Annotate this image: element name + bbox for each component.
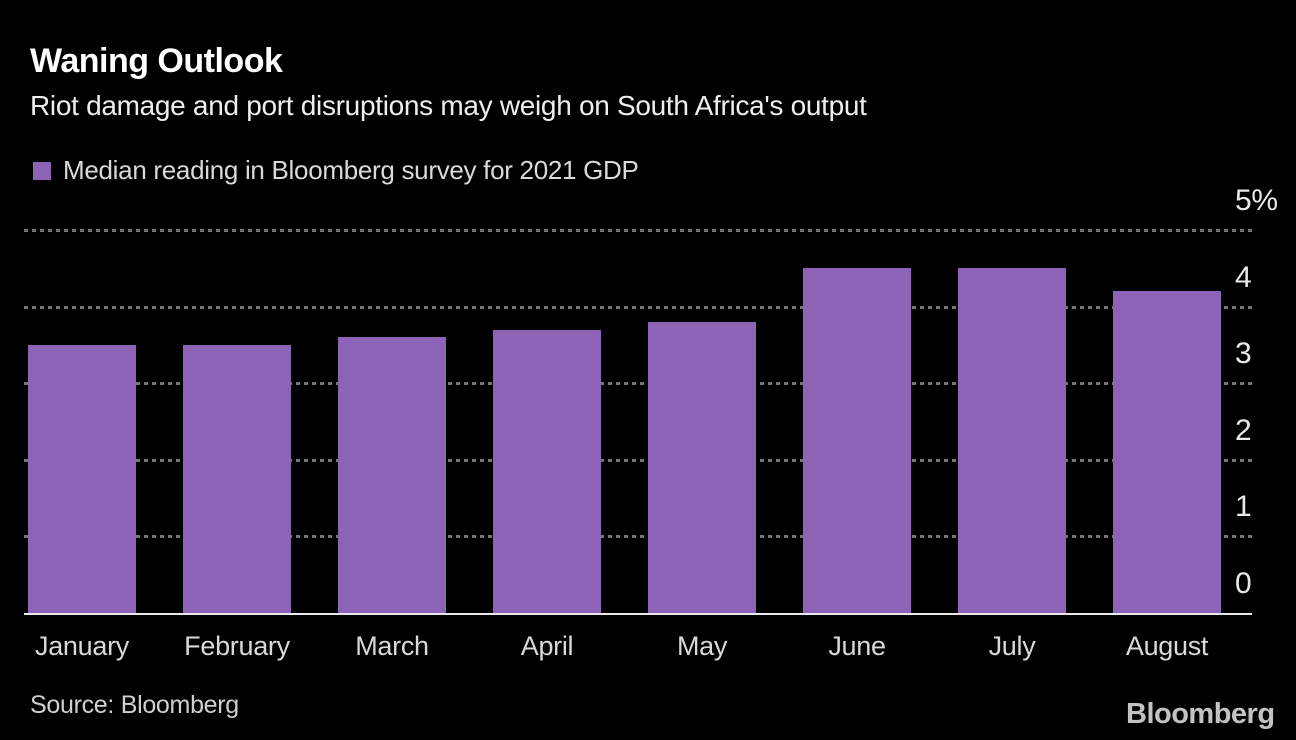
gridline-4: [24, 306, 1252, 309]
x-tick-label-august: August: [1125, 631, 1209, 661]
bar-january: [28, 345, 136, 613]
legend-swatch-icon: [33, 161, 51, 180]
gridline-2: [24, 459, 1252, 462]
gridline-3: [24, 382, 1252, 385]
bar-april: [493, 330, 601, 613]
gridline-1: [24, 535, 1252, 538]
bar-february: [183, 345, 291, 613]
y-tick-label-4: 4: [1235, 261, 1252, 294]
y-tick-label-5: 5%: [1235, 184, 1278, 217]
x-axis-line: [24, 613, 1252, 615]
gridline-5: [24, 229, 1252, 232]
bloomberg-logo: Bloomberg: [1126, 698, 1275, 730]
bar-july: [958, 268, 1066, 613]
y-tick-label-2: 2: [1235, 414, 1252, 447]
bar-march: [338, 337, 446, 613]
x-tick-label-june: June: [828, 631, 886, 661]
x-tick-label-april: April: [520, 631, 574, 661]
x-tick-label-may: May: [676, 631, 728, 661]
bar-june: [803, 268, 911, 613]
bar-august: [1113, 291, 1221, 613]
y-tick-label-3: 3: [1235, 337, 1252, 370]
x-tick-label-february: February: [184, 631, 290, 661]
x-tick-label-january: January: [35, 631, 129, 661]
y-tick-label-0: 0: [1235, 567, 1252, 600]
x-tick-label-july: July: [988, 631, 1036, 661]
x-tick-label-march: March: [355, 631, 429, 661]
bar-may: [648, 322, 756, 613]
page-title: Waning Outlook: [30, 42, 283, 80]
legend-label: Median reading in Bloomberg survey for 2…: [63, 155, 639, 185]
y-tick-label-1: 1: [1235, 490, 1252, 523]
legend: Median reading in Bloomberg survey for 2…: [33, 155, 639, 186]
page-subtitle: Riot damage and port disruptions may wei…: [30, 90, 867, 121]
source-note: Source: Bloomberg: [30, 691, 239, 719]
